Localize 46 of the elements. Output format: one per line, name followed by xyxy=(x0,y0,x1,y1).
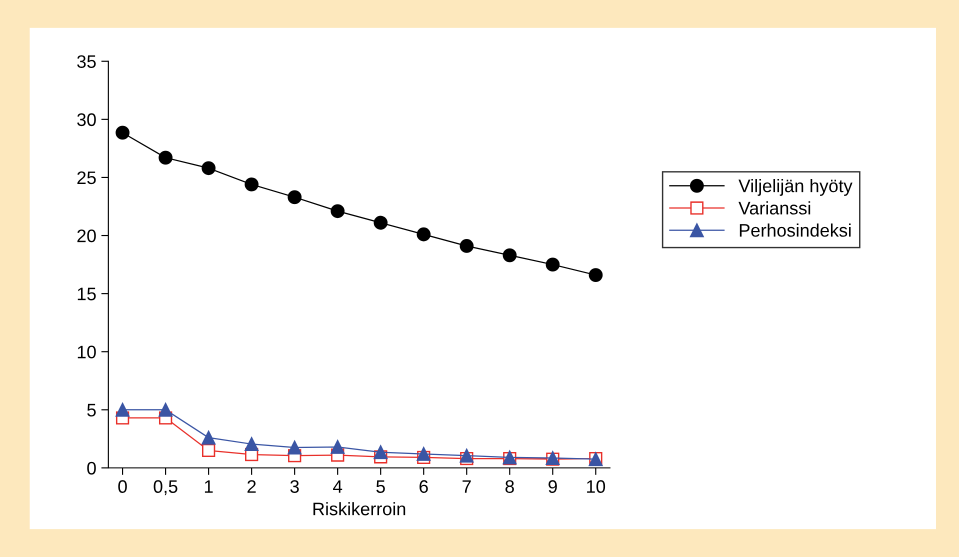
y-tick-label: 25 xyxy=(77,171,96,184)
point xyxy=(546,258,560,272)
x-tick-label: 8 xyxy=(505,480,514,493)
legend-label: Viljelijän hyöty xyxy=(738,179,852,196)
x-tick-label: 2 xyxy=(247,480,256,493)
point xyxy=(330,440,345,454)
x-axis-title: Riskikerroin xyxy=(313,502,406,516)
point xyxy=(202,161,216,176)
y-tick-label: 10 xyxy=(78,346,96,358)
point xyxy=(288,440,302,454)
x-tick-label: 9 xyxy=(548,480,557,493)
point xyxy=(158,402,173,417)
point xyxy=(502,248,517,262)
x-tick-label: 6 xyxy=(420,480,428,493)
point xyxy=(374,216,388,230)
y-tick-label: 5 xyxy=(87,404,96,417)
point xyxy=(244,437,259,452)
y-tick-label: 15 xyxy=(78,288,96,300)
y-tick-label: 0 xyxy=(87,462,96,475)
x-tick-label: 0,5 xyxy=(154,480,178,496)
point xyxy=(416,446,431,461)
point xyxy=(588,268,603,282)
y-tick-label: 30 xyxy=(77,113,96,126)
point xyxy=(460,239,474,253)
x-tick-label: 5 xyxy=(376,480,385,493)
point xyxy=(460,448,474,463)
legend-label: Varianssi xyxy=(738,201,810,215)
point xyxy=(330,204,345,218)
x-tick-label: 4 xyxy=(333,480,342,493)
x-tick-label: 7 xyxy=(462,480,471,493)
x-tick-label: 0 xyxy=(118,480,127,493)
y-tick-label: 35 xyxy=(77,55,96,68)
point xyxy=(116,126,130,140)
point xyxy=(202,430,216,445)
point xyxy=(158,150,173,165)
y-tick-label: 20 xyxy=(77,229,96,242)
x-tick-label: 10 xyxy=(587,480,606,493)
point xyxy=(374,445,388,460)
point xyxy=(288,190,302,204)
point xyxy=(416,227,431,242)
legend-label: Perhosindeksi xyxy=(740,224,851,237)
point xyxy=(202,444,216,458)
x-tick-label: 3 xyxy=(290,480,299,493)
point xyxy=(244,177,259,192)
x-tick-label: 1 xyxy=(204,480,213,493)
point xyxy=(116,402,130,417)
